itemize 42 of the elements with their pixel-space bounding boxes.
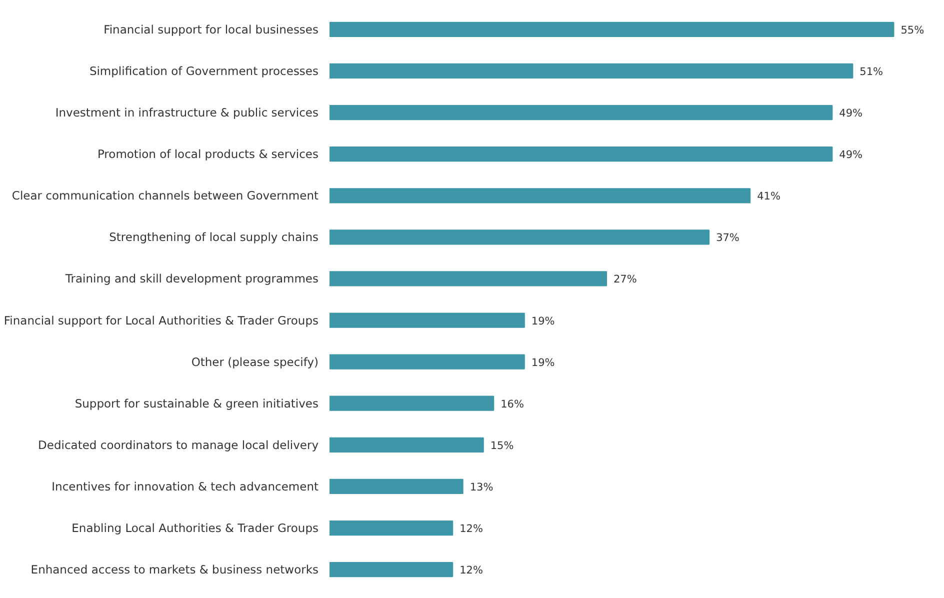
y-tick-label: Other (please specify) bbox=[191, 354, 319, 369]
bar bbox=[330, 146, 833, 162]
bar bbox=[330, 312, 525, 328]
bar bbox=[330, 520, 454, 536]
bar bbox=[330, 22, 894, 37]
y-tick-label: Training and skill development programmes bbox=[64, 272, 319, 286]
bar bbox=[330, 230, 710, 245]
bar bbox=[330, 396, 494, 411]
data-label: 16% bbox=[500, 398, 524, 410]
data-label: 49% bbox=[839, 108, 863, 120]
y-tick-label: Financial support for local businesses bbox=[104, 22, 319, 36]
data-label: 19% bbox=[531, 356, 555, 369]
y-tick-label: Enhanced access to markets & business networks bbox=[30, 562, 319, 577]
bar bbox=[330, 478, 464, 494]
bar bbox=[330, 354, 525, 370]
y-tick-label: Financial support for Local Authorities & Trader Groups bbox=[4, 313, 319, 328]
y-tick-label: Investment in infrastructure & public services bbox=[55, 106, 319, 120]
data-label: 13% bbox=[470, 481, 494, 494]
y-tick-label: Promotion of local products & services bbox=[97, 147, 319, 162]
data-label: 15% bbox=[490, 440, 514, 452]
y-tick-label: Support for sustainable & green initiatives bbox=[74, 396, 319, 410]
bar bbox=[330, 104, 833, 120]
y-tick-label: Simplification of Government processes bbox=[89, 64, 319, 78]
y-tick-label: Enabling Local Authorities & Trader Groups bbox=[72, 521, 319, 536]
data-label: 12% bbox=[460, 564, 483, 577]
bar bbox=[330, 188, 751, 204]
bar bbox=[330, 562, 454, 578]
data-label: 51% bbox=[860, 66, 884, 78]
data-label: 19% bbox=[531, 315, 555, 328]
data-label: 12% bbox=[460, 523, 483, 536]
y-tick-label: Clear communication channels between Government bbox=[12, 188, 319, 203]
y-tick-label: Strengthening of local supply chains bbox=[109, 230, 319, 244]
y-tick-label: Dedicated coordinators to manage local delivery bbox=[38, 438, 319, 452]
data-label: 27% bbox=[613, 274, 637, 286]
bar bbox=[330, 63, 854, 79]
bar bbox=[330, 271, 607, 286]
data-label: 37% bbox=[716, 232, 740, 244]
y-tick-label: Incentives for innovation & tech advancement bbox=[52, 479, 319, 494]
data-label: 41% bbox=[757, 190, 780, 203]
bar bbox=[330, 437, 484, 452]
data-label: 55% bbox=[900, 24, 924, 36]
data-label: 49% bbox=[839, 149, 863, 162]
